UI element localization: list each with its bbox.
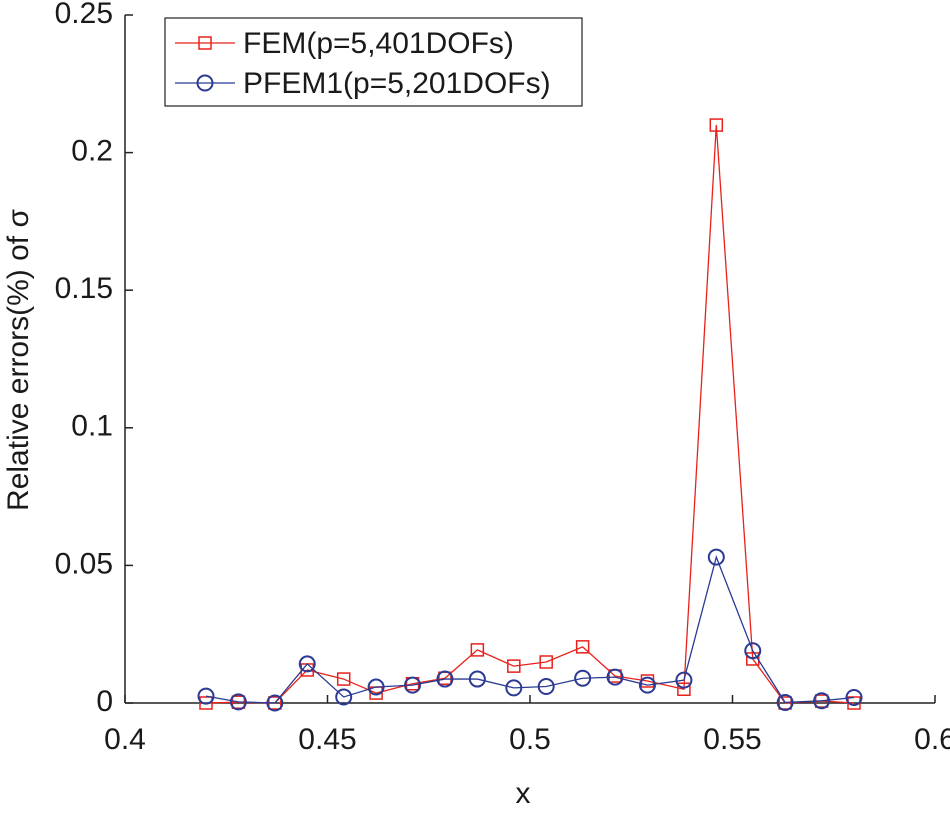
data-point <box>813 692 831 710</box>
data-point <box>367 678 385 696</box>
data-point <box>776 693 794 711</box>
data-point <box>539 655 553 669</box>
data-point <box>335 688 353 706</box>
x-tick-label: 0.4 <box>104 723 146 756</box>
x-tick-label: 0.6 <box>914 723 950 756</box>
y-tick-label: 0.05 <box>55 547 113 580</box>
data-point <box>675 671 693 689</box>
data-point <box>197 687 215 705</box>
legend-label: FEM(p=5,401DOFs) <box>243 27 514 60</box>
x-axis-label: x <box>516 777 531 810</box>
y-tick-label: 0.15 <box>55 272 113 305</box>
y-tick-label: 0.25 <box>55 0 113 30</box>
data-point <box>677 682 691 696</box>
data-point <box>266 694 284 712</box>
y-axis-label: Relative errors(%) of σ <box>2 209 35 511</box>
data-point <box>575 640 590 654</box>
series-line <box>205 125 855 704</box>
x-tick-label: 0.55 <box>703 723 761 756</box>
data-point <box>229 693 247 711</box>
data-point <box>746 652 760 666</box>
y-tick-label: 0 <box>96 685 113 718</box>
data-point <box>468 670 486 688</box>
data-point <box>199 696 213 710</box>
data-point <box>845 688 863 706</box>
data-point <box>606 668 624 686</box>
data-point <box>537 677 555 695</box>
x-tick-label: 0.45 <box>298 723 356 756</box>
legend-label: PFEM1(p=5,201DOFs) <box>243 67 551 100</box>
data-point <box>404 676 422 694</box>
data-point <box>298 655 316 673</box>
legend-box <box>164 17 583 107</box>
data-point <box>336 672 351 686</box>
legend-marker <box>196 74 214 92</box>
data-point <box>436 670 454 688</box>
series-line <box>205 555 855 704</box>
data-point <box>744 642 762 660</box>
x-tick-label: 0.5 <box>509 723 551 756</box>
data-point <box>707 548 725 566</box>
legend-marker <box>198 36 212 50</box>
y-tick-label: 0.1 <box>71 410 113 443</box>
data-point <box>505 679 523 697</box>
data-point <box>470 643 485 657</box>
y-tick-label: 0.2 <box>71 135 113 168</box>
data-point <box>638 676 656 694</box>
data-point <box>574 669 592 687</box>
data-point <box>507 659 521 673</box>
data-point <box>709 118 724 132</box>
